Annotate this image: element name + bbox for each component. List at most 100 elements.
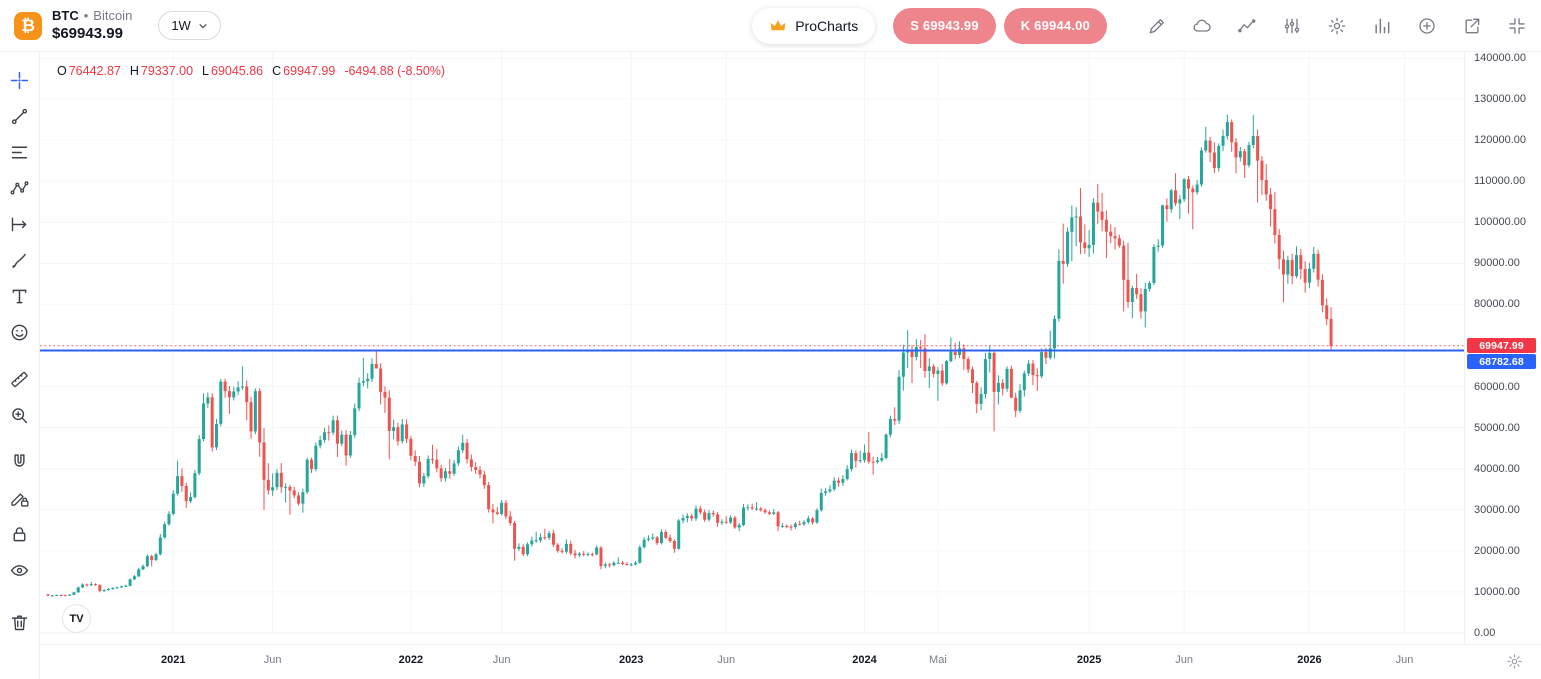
forecast-icon <box>11 217 27 232</box>
chart-bars-button[interactable] <box>1372 16 1392 36</box>
ruler-icon <box>11 371 28 388</box>
trendline-icon <box>1238 18 1256 32</box>
time-axis-label: 2026 <box>1297 654 1322 666</box>
forecast-tool[interactable] <box>5 210 35 239</box>
share-button[interactable] <box>1462 16 1482 36</box>
lock-icon <box>13 527 26 542</box>
time-axis-label: Jun <box>263 654 282 666</box>
chevron-down-icon <box>199 23 207 29</box>
lock-tool[interactable] <box>5 520 35 549</box>
interval-value: 1W <box>171 18 191 33</box>
time-axis-settings-button[interactable] <box>1506 653 1523 670</box>
ohlc-change: -6494.88 (-8.50%) <box>344 64 446 78</box>
price-axis-label: 80000.00 <box>1474 298 1520 311</box>
xabcd-pattern-icon <box>10 181 29 195</box>
brush-tool[interactable] <box>5 246 35 275</box>
bitcoin-logo-icon: ₿ <box>14 11 42 40</box>
minimize-button[interactable] <box>1507 16 1527 36</box>
crosshair-tool[interactable] <box>5 66 35 95</box>
hide-drawings-tool[interactable] <box>5 556 35 585</box>
time-axis-label: Jun <box>1175 654 1194 666</box>
magnet-tool[interactable] <box>5 448 35 477</box>
gear-icon <box>1328 17 1346 34</box>
symbol-ticker: BTC <box>52 8 79 24</box>
header: ₿ BTC • Bitcoin $69943.99 1W ProCharts S… <box>0 0 1541 52</box>
zoom-tool[interactable] <box>5 401 35 430</box>
delete-tool[interactable] <box>5 608 35 637</box>
symbol-name: Bitcoin <box>93 8 133 24</box>
trend-line-tool[interactable] <box>5 102 35 131</box>
draw-icon <box>1149 18 1164 33</box>
ohlc-high: H 79337.00 <box>129 64 194 78</box>
ruler-tool[interactable] <box>5 365 35 394</box>
drawing-toolbar <box>0 52 40 679</box>
price-axis-label: 20000.00 <box>1474 544 1520 557</box>
indicators-icon <box>1284 18 1300 33</box>
crosshair-icon <box>10 71 29 90</box>
settings-button[interactable] <box>1327 16 1347 36</box>
draw-button[interactable] <box>1147 16 1167 36</box>
price-axis-label: 140000.00 <box>1474 52 1526 64</box>
text-tool[interactable] <box>5 282 35 311</box>
time-axis-label: 2023 <box>618 654 644 666</box>
sell-button[interactable]: S 69943.99 <box>893 7 996 44</box>
time-axis-label: 2021 <box>161 654 186 666</box>
time-axis-label: Jun <box>717 654 736 666</box>
interval-dropdown[interactable]: 1W <box>158 11 221 40</box>
bar-chart-icon <box>1375 18 1390 33</box>
time-axis-label: Jun <box>492 654 511 666</box>
time-axis-label: 2022 <box>398 654 424 666</box>
time-axis[interactable]: 2021 Jun 2022 Jun 2023 Jun 2024 Mai 2025 Jun 2026 J… <box>40 644 1541 679</box>
trend-line-icon <box>11 108 28 125</box>
level-price-badge: 68782.68 <box>1467 354 1536 370</box>
brush-icon <box>12 253 26 268</box>
eye-icon <box>10 565 29 576</box>
share-icon <box>1465 18 1480 33</box>
price-axis-label: 90000.00 <box>1474 257 1520 270</box>
price-axis[interactable]: 69947.99 68782.68 140000.00 130000.00 1200… <box>1464 52 1541 645</box>
tradingview-logo[interactable]: TV <box>62 604 91 633</box>
price-axis-label: 30000.00 <box>1474 503 1520 516</box>
cloud-icon <box>1193 19 1211 32</box>
time-axis-label: Jun <box>1395 654 1414 666</box>
price-axis-label: 10000.00 <box>1474 585 1520 598</box>
ohlc-open: O 76442.87 <box>57 64 121 78</box>
buy-button[interactable]: K 69944.00 <box>1003 7 1107 44</box>
emoji-tool[interactable] <box>5 318 35 347</box>
price-axis-label: 120000.00 <box>1474 134 1526 147</box>
fib-retracement-tool[interactable] <box>5 138 35 167</box>
trash-icon <box>11 615 28 631</box>
time-axis-label: Mai <box>929 654 947 666</box>
btc-glyph: ₿ <box>21 15 35 35</box>
price-axis-label: 130000.00 <box>1474 93 1526 106</box>
ohlc-low: L 69045.86 <box>202 64 264 78</box>
chart-canvas[interactable] <box>40 52 1465 645</box>
symbol-title[interactable]: BTC • Bitcoin <box>52 8 132 24</box>
draw-lock-tool[interactable] <box>5 484 35 513</box>
procharts-label: ProCharts <box>795 17 859 34</box>
price-axis-label: 60000.00 <box>1474 380 1520 393</box>
procharts-button[interactable]: ProCharts <box>752 7 876 44</box>
line-tools-button[interactable] <box>1237 16 1257 36</box>
text-icon <box>12 289 27 304</box>
time-axis-label: 2025 <box>1076 654 1102 666</box>
add-button[interactable] <box>1417 16 1437 36</box>
crown-icon <box>770 19 786 30</box>
gear-icon <box>1507 654 1522 669</box>
fib-retracement-icon <box>11 146 28 159</box>
ohlc-close: C 69947.99 <box>272 64 336 78</box>
indicators-button[interactable] <box>1282 16 1302 36</box>
chart-area: O 76442.87 H 79337.00 L 69045.86 C 69947.99 … <box>40 52 1541 679</box>
price-axis-label: 0.00 <box>1474 627 1496 639</box>
xabcd-pattern-tool[interactable] <box>5 174 35 203</box>
collapse-icon <box>1509 17 1525 34</box>
symbol-block: BTC • Bitcoin $69943.99 <box>52 8 132 43</box>
plus-circle-icon <box>1419 17 1435 34</box>
price-axis-label: 50000.00 <box>1474 421 1520 434</box>
price-axis-label: 110000.00 <box>1474 175 1526 188</box>
header-icon-bar <box>1147 16 1527 36</box>
price-axis-label: 100000.00 <box>1474 216 1526 229</box>
cloud-button[interactable] <box>1192 16 1212 36</box>
price-axis-label: 40000.00 <box>1474 462 1520 475</box>
